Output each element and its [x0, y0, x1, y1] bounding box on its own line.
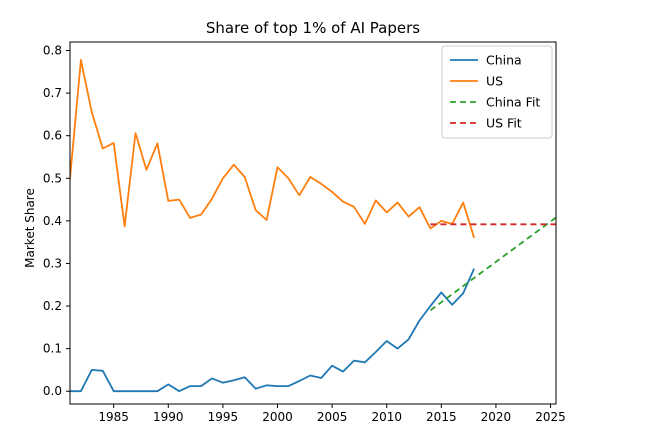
x-tick-label: 1985	[98, 410, 129, 424]
legend-label: China	[486, 53, 522, 68]
chart-title: Share of top 1% of AI Papers	[206, 19, 420, 37]
plot-area: 1985 1990 1995 2000 2005 2010 2015 2020 2025 0.0 0…	[43, 41, 566, 424]
x-tick-label: 2000	[262, 410, 293, 424]
legend-label: US Fit	[486, 116, 522, 131]
series-lines	[70, 59, 556, 393]
plot-frame	[69, 41, 557, 405]
legend-label: China Fit	[486, 95, 540, 110]
y-tick-label: 0.6	[43, 129, 62, 143]
x-tick-label: 1990	[153, 410, 184, 424]
legend-entry: US	[450, 74, 503, 89]
axis-ticks: 1985 1990 1995 2000 2005 2010 2015 2020 2025 0.0 0…	[43, 44, 566, 424]
legend-box	[441, 45, 553, 139]
legend-entry: China	[450, 53, 522, 68]
y-tick-label: 0.1	[43, 342, 62, 356]
y-tick-label: 0.4	[43, 214, 62, 228]
y-tick-label: 0.2	[43, 299, 62, 313]
series-line-us	[70, 59, 475, 239]
y-tick-label: 0.3	[43, 256, 62, 270]
x-tick-label: 2015	[426, 410, 457, 424]
legend-label: US	[486, 74, 503, 89]
x-tick-label: 2020	[481, 410, 512, 424]
x-tick-label: 2025	[535, 410, 566, 424]
x-tick-label: 2005	[317, 410, 348, 424]
series-line-china-fit	[429, 216, 556, 312]
x-tick-label: 2010	[371, 410, 402, 424]
legend-entry: China Fit	[450, 95, 540, 110]
legend: China US China Fit US Fit	[441, 45, 553, 139]
legend-entry: US Fit	[450, 116, 522, 131]
y-tick-label: 0.0	[43, 384, 62, 398]
x-tick-label: 1995	[208, 410, 239, 424]
series-line-china	[70, 268, 475, 393]
y-tick-label: 0.8	[43, 44, 62, 58]
y-axis-label: Market Share	[23, 188, 37, 268]
y-tick-label: 0.7	[43, 86, 62, 100]
y-tick-label: 0.5	[43, 171, 62, 185]
